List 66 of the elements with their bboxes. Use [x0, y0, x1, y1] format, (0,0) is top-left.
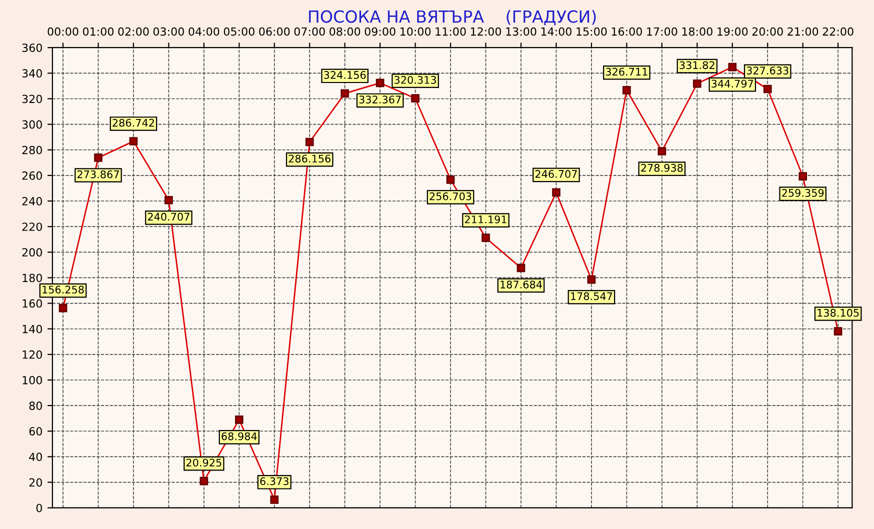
chart-title: ПОСОКА НА ВЯТЪРА (ГРАДУСИ) [309, 10, 596, 26]
y-tick-label: 280 [22, 146, 42, 154]
y-tick-label: 100 [22, 376, 42, 384]
data-label: 286.742 [112, 118, 154, 127]
y-tick-label: 300 [22, 120, 42, 129]
data-label: 156.258 [42, 286, 84, 294]
y-tick-label: 360 [22, 44, 42, 52]
data-label: 138.105 [818, 308, 859, 317]
x-tick-label: 01:00 [82, 27, 114, 36]
y-tick-label: 140 [22, 324, 42, 334]
x-tick-label: 15:00 [576, 27, 607, 36]
y-tick-label: 320 [22, 94, 42, 104]
y-tick-label: 40 [29, 452, 42, 462]
data-label: 326.711 [606, 68, 648, 76]
y-tick-label: 260 [22, 171, 42, 180]
data-label: 68.984 [222, 432, 257, 440]
x-tick-label: 07:00 [294, 27, 325, 36]
x-tick-label: 04:00 [188, 27, 220, 36]
data-label: 332.367 [359, 96, 401, 104]
y-tick-label: 240 [22, 196, 42, 206]
data-label: 211.191 [464, 215, 506, 224]
x-tick-label: 21:00 [788, 27, 818, 36]
y-tick-label: 180 [22, 274, 42, 282]
data-label: 320.313 [394, 76, 436, 84]
data-label: 327.633 [746, 66, 788, 74]
data-label: 187.684 [500, 280, 542, 288]
data-label: 344.797 [712, 80, 754, 88]
y-tick-label: 120 [22, 350, 42, 359]
x-tick-label: 03:00 [153, 27, 184, 36]
data-label: 240.707 [148, 212, 190, 221]
x-tick-label: 10:00 [400, 27, 431, 36]
x-tick-label: 09:00 [364, 27, 396, 36]
y-tick-label: 20 [29, 478, 42, 487]
data-label: 273.867 [77, 170, 119, 178]
y-tick-label: 80 [29, 402, 42, 410]
data-label: 20.925 [186, 458, 222, 467]
x-tick-label: 00:00 [48, 27, 78, 36]
data-label: 246.707 [535, 170, 577, 178]
y-tick-label: 220 [22, 222, 42, 231]
y-tick-label: 60 [29, 427, 42, 436]
data-label: 259.359 [782, 188, 824, 197]
x-tick-label: 19:00 [718, 27, 748, 36]
x-tick-label: 13:00 [506, 27, 536, 36]
x-tick-label: 08:00 [330, 27, 360, 36]
x-tick-label: 11:00 [436, 27, 466, 36]
y-tick-label: 160 [22, 299, 42, 308]
data-label: 324.156 [324, 71, 366, 79]
x-tick-label: 18:00 [682, 27, 712, 36]
x-tick-label: 20:00 [752, 27, 783, 36]
x-tick-label: 14:00 [541, 27, 572, 36]
data-label: 331.82 [680, 61, 714, 70]
data-label: 286.156 [288, 154, 330, 163]
x-tick-label: 06:00 [259, 27, 290, 36]
data-label: 178.547 [571, 292, 612, 300]
x-tick-label: 12:00 [470, 27, 502, 36]
y-tick-label: 0 [36, 504, 42, 512]
data-label: 6.373 [260, 477, 288, 486]
x-tick-label: 22:00 [822, 27, 854, 36]
data-label: 278.938 [641, 164, 683, 172]
x-tick-label: 17:00 [647, 27, 678, 36]
x-tick-label: 16:00 [612, 27, 642, 36]
y-tick-label: 200 [22, 248, 42, 257]
x-tick-label: 05:00 [224, 27, 254, 36]
y-tick-label: 340 [22, 69, 42, 78]
data-label: 256.703 [430, 192, 472, 200]
x-tick-label: 02:00 [118, 27, 149, 36]
